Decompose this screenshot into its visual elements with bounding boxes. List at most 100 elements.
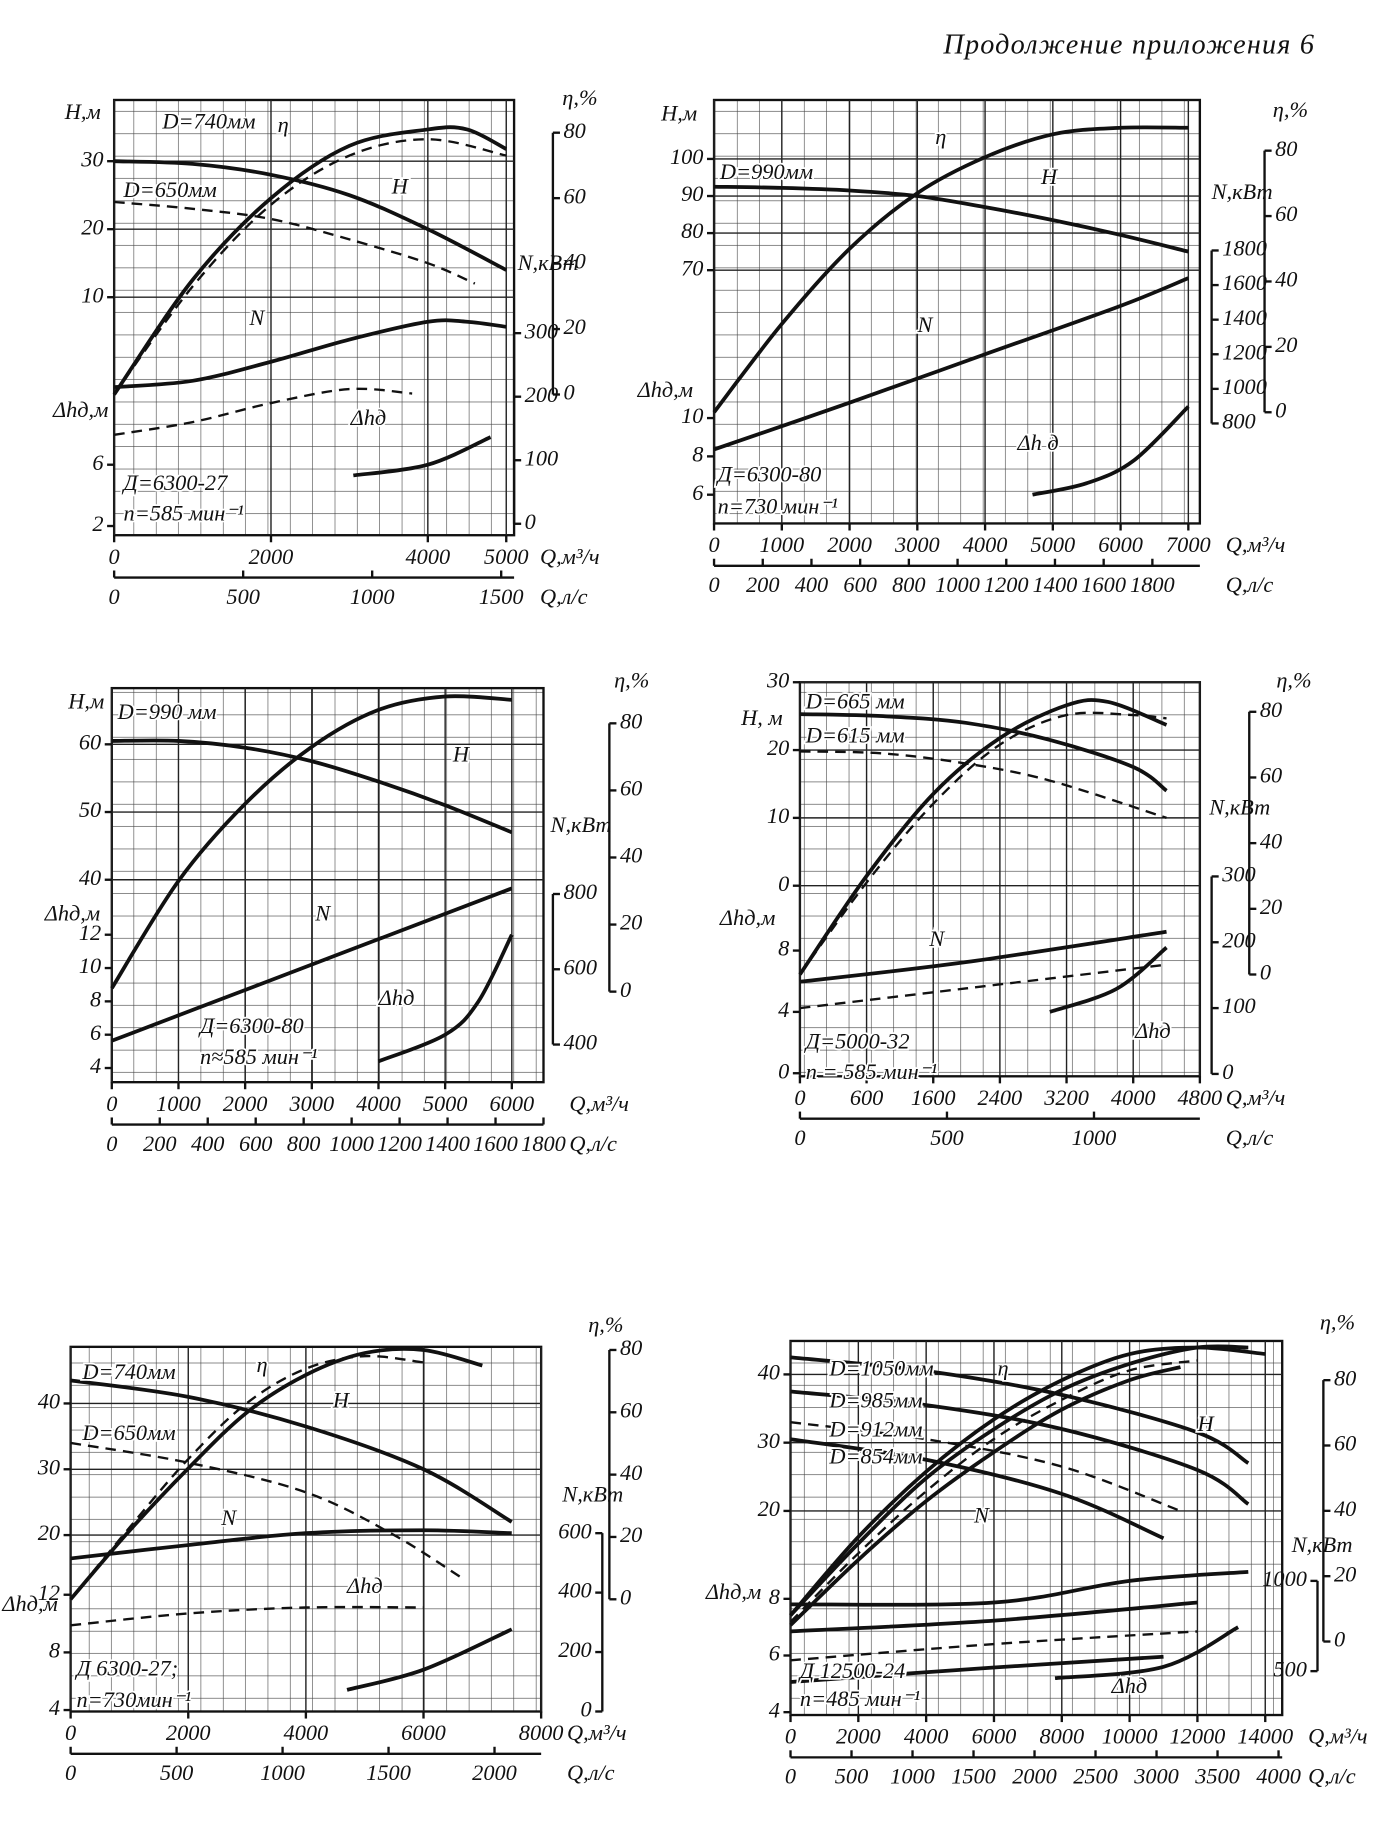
eta-tick-label: 20: [620, 1522, 642, 1547]
x2-tick-label: 4000: [1256, 1764, 1301, 1789]
x2-axis-label: Q,л/с: [569, 1131, 617, 1156]
curve-dh: [353, 435, 492, 478]
n-tick-label: 400: [563, 1030, 597, 1055]
annotation: Д=6300-27: [122, 470, 229, 495]
annotation: D=912мм: [828, 1417, 922, 1442]
n-axis-label: N,кВт: [517, 250, 579, 275]
eta-tick-label: 60: [1275, 201, 1297, 226]
x-axis-label: Q,м³/ч: [569, 1091, 629, 1116]
n-tick-label: 0: [581, 1697, 592, 1722]
x2-tick-label: 800: [287, 1131, 320, 1156]
curve-eta: [789, 1359, 1198, 1623]
annotation: Д 12500-24: [798, 1658, 905, 1683]
n-tick-label: 200: [558, 1637, 592, 1662]
annotation: n=730мин⁻¹: [77, 1687, 192, 1712]
x2-tick-label: 1600: [473, 1131, 518, 1156]
x-tick-label: 1000: [759, 532, 804, 557]
eta-tick-label: 20: [1275, 332, 1297, 357]
dh-tick-label: 8: [769, 1584, 780, 1609]
annotation: D=650мм: [81, 1420, 175, 1445]
h-tick-label: 40: [38, 1389, 60, 1414]
annotation: Δhд: [346, 1573, 383, 1598]
eta-tick-label: 20: [1260, 894, 1282, 919]
curve-h: [70, 1378, 513, 1524]
annotation: n = 585 мин⁻¹: [806, 1059, 938, 1084]
annotation: Δhд: [378, 985, 415, 1010]
x2-tick-label: 600: [843, 572, 877, 597]
dh-tick-label: 12: [79, 920, 101, 945]
eta-tick-label: 0: [1275, 397, 1286, 422]
h-tick-label: 50: [79, 797, 101, 822]
curve-eta: [113, 138, 507, 396]
x2-tick-label: 1400: [425, 1131, 470, 1156]
n-tick-label: 600: [563, 954, 597, 979]
x2-tick-label: 3000: [1133, 1764, 1179, 1789]
dh-tick-label: 8: [778, 936, 789, 961]
dh-tick-label: 0: [778, 1058, 789, 1083]
n-axis-label: N,кВт: [550, 812, 612, 837]
eta-axis-label: η,%: [588, 1312, 623, 1337]
x2-tick-label: 0: [65, 1760, 76, 1785]
curve-h: [790, 1421, 1181, 1513]
annotation: N: [973, 1503, 990, 1528]
annotation: n≈585 мин⁻¹: [200, 1044, 318, 1069]
eta-axis-label: η,%: [1276, 667, 1311, 692]
curve-h: [114, 159, 508, 272]
dh-tick-label: 6: [692, 480, 704, 505]
curve-h: [114, 200, 476, 285]
dh-axis-label: Δhд,м: [44, 900, 100, 925]
eta-tick-label: 60: [1334, 1431, 1356, 1456]
annotation: H: [391, 173, 410, 198]
curve-n: [790, 1654, 1164, 1684]
annotation: Δhд: [1111, 1673, 1148, 1698]
curve-n: [70, 1528, 512, 1561]
curve-h: [70, 1441, 463, 1579]
h-tick-label: 30: [766, 667, 789, 692]
eta-tick-label: 80: [620, 708, 642, 733]
curve-eta: [112, 125, 508, 396]
eta-tick-label: 40: [1260, 828, 1282, 853]
eta-tick-label: 0: [1334, 1627, 1345, 1652]
dh-tick-label: 4: [769, 1697, 780, 1722]
h-axis-label: Н,м: [67, 689, 104, 714]
x2-tick-label: 3500: [1194, 1764, 1240, 1789]
x2-tick-label: 500: [835, 1764, 869, 1789]
n-tick-label: 800: [1222, 409, 1256, 434]
x2-axis-label: Q,л/с: [1226, 572, 1274, 597]
curve-dh: [346, 1627, 513, 1692]
n-tick-label: 200: [1222, 927, 1256, 952]
annotation: η: [935, 124, 946, 149]
curve-eta: [789, 1365, 1181, 1627]
h-tick-label: 30: [80, 146, 103, 171]
dh-tick-label: 6: [90, 1020, 102, 1045]
x2-tick-label: 1600: [1081, 572, 1126, 597]
dh-tick-label: 8: [49, 1638, 60, 1663]
h-tick-label: 80: [681, 218, 703, 243]
annotation: Д=6300-80: [716, 462, 822, 487]
annotation: D=985мм: [828, 1387, 922, 1412]
curve-n: [114, 318, 507, 390]
page-title: Продолжение приложения 6: [942, 30, 1315, 61]
x2-axis-label: Q,л/с: [540, 584, 588, 609]
curve-n: [713, 276, 1190, 452]
dh-axis-label: Δhд,м: [52, 397, 108, 422]
annotation: n=730 мин⁻¹: [718, 493, 839, 518]
eta-tick-label: 40: [620, 1460, 642, 1485]
annotation: H: [1040, 164, 1059, 189]
x2-axis-label: Q,л/с: [1308, 1764, 1356, 1789]
h-tick-label: 40: [79, 865, 101, 890]
curve-n: [70, 1605, 424, 1627]
dh-tick-label: 4: [49, 1695, 60, 1720]
x2-tick-label: 1200: [984, 572, 1029, 597]
curve-n: [790, 1600, 1198, 1634]
x-tick-label: 10000: [1102, 1724, 1158, 1749]
x-tick-label: 6000: [401, 1720, 446, 1745]
h-tick-label: 70: [681, 255, 703, 280]
x-tick-label: 0: [794, 1085, 805, 1110]
n-tick-label: 800: [563, 879, 597, 904]
n-axis-label: N,кВт: [1211, 179, 1273, 204]
dh-tick-label: 8: [692, 442, 703, 467]
x2-tick-label: 0: [708, 572, 719, 597]
x2-tick-label: 1500: [951, 1764, 996, 1789]
annotation: D=615 мм: [805, 723, 905, 748]
